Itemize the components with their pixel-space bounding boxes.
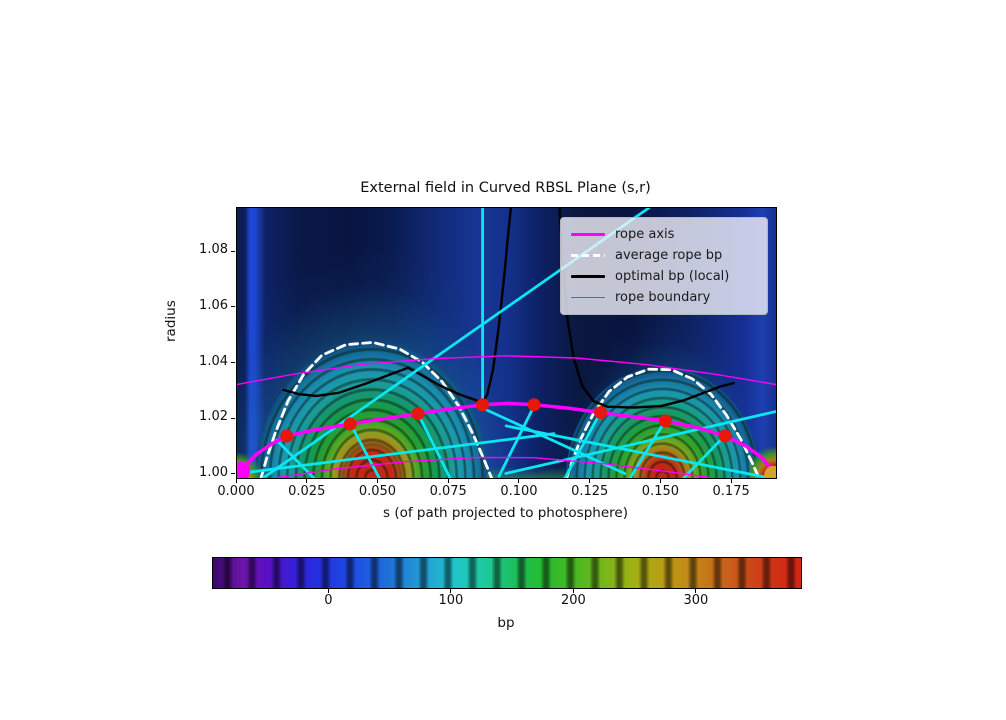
- axis-point-marker: [527, 398, 541, 412]
- y-tick-label: 1.04: [199, 353, 228, 369]
- legend: rope axis average rope bp optimal bp (loca…: [560, 217, 768, 315]
- field-chord-line: [275, 438, 316, 478]
- x-tick-mark: [659, 479, 661, 483]
- x-tick-mark: [235, 479, 237, 483]
- legend-item-label: average rope bp: [615, 248, 723, 263]
- optimal-bp-curve: [282, 208, 513, 404]
- rope-boundary-curve: [237, 355, 776, 386]
- x-axis-label: s (of path projected to photosphere): [383, 505, 628, 521]
- axis-point-marker: [718, 429, 732, 443]
- legend-item: rope boundary: [571, 290, 757, 305]
- overlay-curves: [237, 208, 776, 478]
- legend-item-label: rope axis: [615, 227, 675, 242]
- x-tick-mark: [730, 479, 732, 483]
- colorbar-tick-label: 0: [324, 593, 333, 608]
- x-tick-label: 0.075: [429, 484, 467, 499]
- x-tick-mark: [589, 479, 591, 483]
- colorbar-tick-mark: [572, 589, 574, 593]
- y-tick-mark: [231, 473, 235, 475]
- average-rope-bp-contour: [565, 367, 761, 478]
- y-tick-mark: [231, 362, 235, 364]
- x-tick-label: 0.175: [712, 484, 750, 499]
- legend-item-label: rope boundary: [615, 290, 711, 305]
- y-tick-mark: [231, 417, 235, 419]
- x-tick-mark: [447, 479, 449, 483]
- x-tick-label: 0.050: [358, 484, 397, 499]
- legend-line-sample: [571, 232, 605, 237]
- colorbar-tick-mark: [450, 589, 452, 593]
- field-chord-line: [497, 404, 536, 478]
- field-chord-line: [563, 410, 602, 478]
- colorbar-label: bp: [497, 615, 515, 631]
- rope-boundary-curve: [274, 456, 713, 478]
- x-tick-label: 0.000: [217, 484, 255, 499]
- y-tick-mark: [231, 306, 235, 308]
- axis-point-marker: [476, 398, 490, 412]
- field-chord-line: [237, 432, 556, 475]
- legend-item: average rope bp: [571, 248, 757, 263]
- average-rope-bp-contour: [259, 341, 493, 478]
- axis-point-marker: [280, 429, 294, 443]
- field-chord-line: [504, 410, 776, 475]
- colorbar-tick-label: 200: [560, 593, 586, 608]
- colorbar-tick-mark: [695, 589, 697, 593]
- right-footpoint-marker: [764, 465, 776, 478]
- x-tick-label: 0.125: [571, 484, 609, 499]
- legend-line-sample: [571, 254, 605, 257]
- x-tick-mark: [376, 479, 378, 483]
- colorbar-tick-label: 300: [683, 593, 709, 608]
- field-chord-line: [481, 406, 626, 475]
- legend-item-label: optimal bp (local): [615, 269, 730, 284]
- y-tick-mark: [231, 250, 235, 252]
- field-chord-line: [682, 434, 727, 478]
- y-tick-label: 1.08: [199, 242, 228, 258]
- y-tick-label: 1.06: [199, 297, 228, 313]
- field-chord-line: [348, 422, 381, 478]
- field-chord-line: [504, 424, 770, 478]
- colorbar-tick-label: 100: [438, 593, 464, 608]
- x-tick-mark: [306, 479, 308, 483]
- x-tick-label: 0.100: [500, 484, 538, 499]
- colorbar: [212, 557, 802, 589]
- axis-point-marker: [411, 407, 425, 421]
- axis-point-marker: [658, 414, 672, 428]
- x-tick-mark: [518, 479, 520, 483]
- legend-item: rope axis: [571, 227, 757, 242]
- legend-line-sample: [571, 296, 605, 299]
- x-tick-label: 0.025: [288, 484, 326, 499]
- left-footpoint-marker: [237, 461, 251, 478]
- axis-point-marker: [343, 417, 357, 431]
- field-chord-line: [416, 412, 452, 478]
- legend-line-sample: [571, 275, 605, 278]
- y-tick-label: 1.02: [199, 409, 228, 425]
- legend-item: optimal bp (local): [571, 269, 757, 284]
- colorbar-tick-mark: [327, 589, 329, 593]
- x-tick-label: 0.150: [641, 484, 680, 499]
- y-tick-label: 1.00: [199, 464, 228, 480]
- optimal-bp-curve: [558, 208, 735, 409]
- axis-point-marker: [594, 406, 608, 420]
- plot-title: External field in Curved RBSL Plane (s,r…: [360, 180, 651, 196]
- rope-axis-curve: [237, 401, 775, 474]
- bottom-mid-field-patch: [487, 467, 573, 478]
